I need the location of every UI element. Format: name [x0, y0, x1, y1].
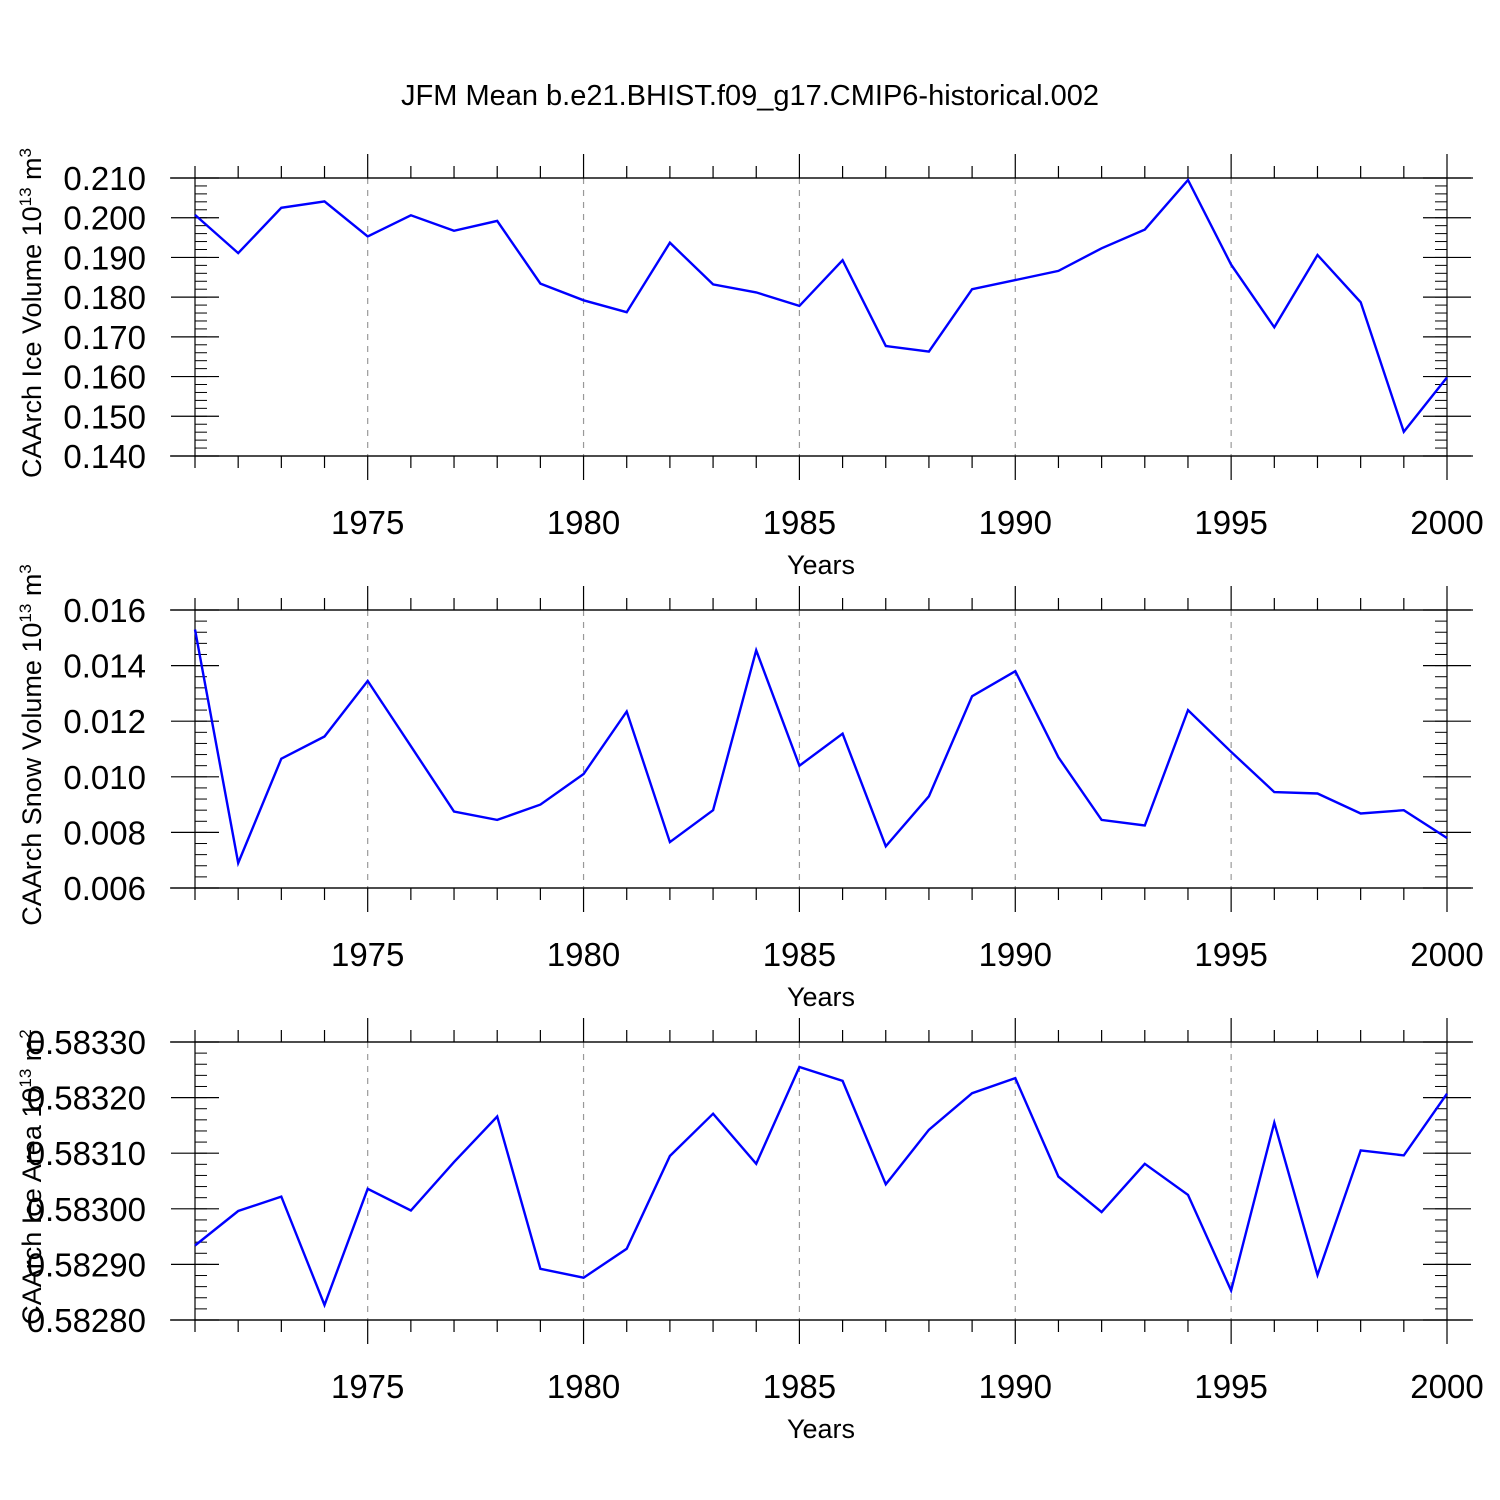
y-tick-label: 0.160	[63, 359, 146, 396]
y-tick-label: 0.140	[63, 438, 146, 475]
y-tick-label: 0.58290	[27, 1246, 146, 1283]
y-tick-label: 0.180	[63, 279, 146, 316]
x-tick-label: 1985	[763, 936, 836, 973]
plot-frame	[194, 177, 1448, 457]
y-tick-label: 0.190	[63, 239, 146, 276]
x-tick-label: 1975	[331, 936, 404, 973]
x-axis-label: Years	[787, 1414, 855, 1444]
data-series-line	[194, 1065, 1448, 1309]
figure-title: JFM Mean b.e21.BHIST.f09_g17.CMIP6-histo…	[401, 80, 1099, 112]
y-tick-label: 0.010	[63, 759, 146, 796]
y-tick-label: 0.014	[63, 648, 146, 685]
x-tick-label: 2000	[1410, 1368, 1483, 1405]
x-tick-label: 1980	[547, 504, 620, 541]
x-tick-label: 2000	[1410, 504, 1483, 541]
x-axis-label: Years	[787, 550, 855, 580]
x-tick-label: 1990	[979, 504, 1052, 541]
x-tick-label: 1980	[547, 1368, 620, 1405]
x-tick-label: 1995	[1194, 1368, 1267, 1405]
x-tick-label: 1990	[979, 936, 1052, 973]
panel-ice-area: 0.58280 0.58290 0.58300 0.58310 0.58320 0.583…	[16, 1018, 1484, 1444]
x-axis-label: Years	[787, 982, 855, 1012]
x-tick-label: 1990	[979, 1368, 1052, 1405]
y-axis-label: CAArch Ice Area 1013 m2	[16, 1029, 47, 1325]
data-series-line	[194, 177, 1448, 435]
y-tick-label: 0.200	[63, 200, 146, 237]
y-tick-label: 0.58330	[27, 1024, 146, 1061]
x-tick-label: 1980	[547, 936, 620, 973]
y-tick-label: 0.016	[63, 592, 146, 629]
data-series-line	[193, 629, 1448, 868]
panel-ice-volume: 0.1400.1500.1600.1700.1800.1900.2000.210…	[16, 148, 1484, 580]
y-tick-label: 0.170	[63, 319, 146, 356]
y-tick-label: 0.150	[63, 398, 146, 435]
y-tick-label: 0.012	[63, 703, 146, 740]
y-axis-label: CAArch Snow Volume 1013 m3	[16, 564, 47, 926]
x-tick-label: 1985	[763, 1368, 836, 1405]
x-tick-label: 2000	[1410, 936, 1483, 973]
y-tick-label: 0.58320	[27, 1080, 146, 1117]
x-tick-label: 1985	[763, 504, 836, 541]
x-tick-label: 1995	[1194, 504, 1267, 541]
y-axis-label: CAArch Ice Volume 1013 m3	[16, 148, 47, 478]
y-tick-label: 0.006	[63, 870, 146, 907]
y-tick-label: 0.008	[63, 814, 146, 851]
y-tick-label: 0.210	[63, 160, 146, 197]
y-tick-label: 0.58300	[27, 1191, 146, 1228]
x-tick-label: 1995	[1194, 936, 1267, 973]
y-tick-label: 0.58310	[27, 1135, 146, 1172]
x-tick-label: 1975	[331, 1368, 404, 1405]
y-tick-label: 0.58280	[27, 1302, 146, 1339]
x-tick-label: 1975	[331, 504, 404, 541]
panel-snow-volume: 0.006 0.008 0.010 0.012 0.014 0.016 1975 1980 19…	[16, 564, 1484, 1012]
